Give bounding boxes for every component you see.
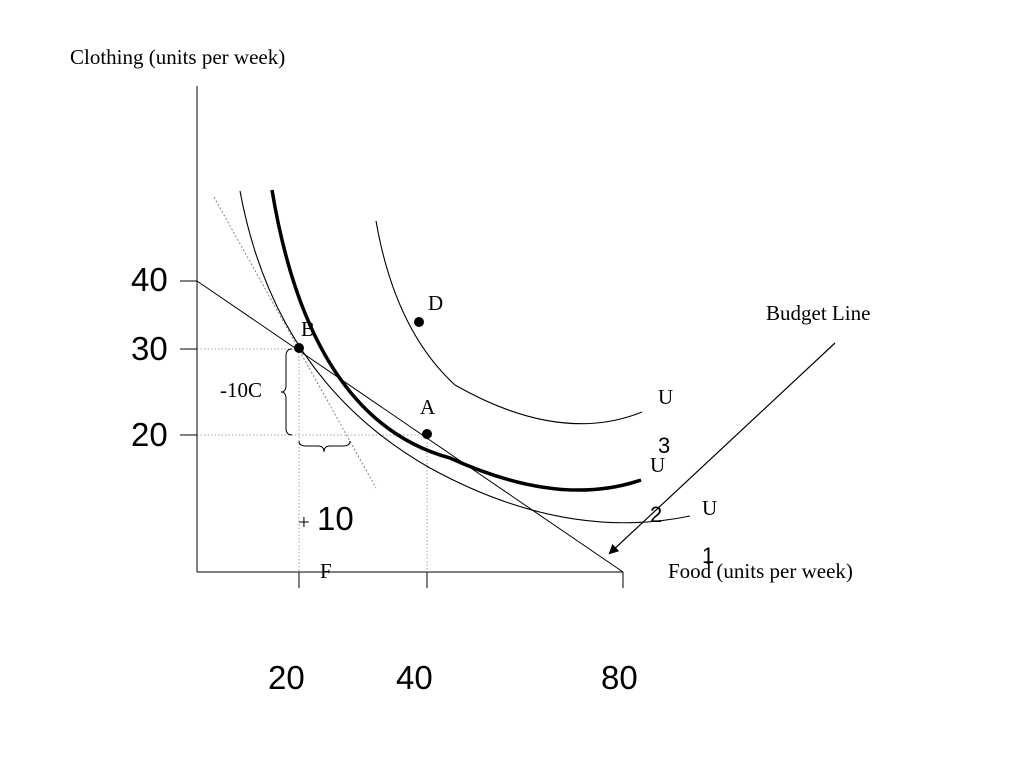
point-b — [294, 343, 304, 353]
tangent-line-at-b — [213, 196, 377, 489]
u3-label: U — [658, 385, 673, 409]
y-tick-label-20: 20 — [131, 416, 168, 453]
budget-line — [196, 280, 624, 573]
point-label-b: B — [301, 317, 315, 341]
u2-label: U — [650, 453, 665, 477]
budget-line-label: Budget Line — [766, 301, 870, 325]
indifference-curve-u1 — [239, 190, 691, 524]
delta-food-sign: + — [298, 510, 310, 534]
brace-delta-clothing — [280, 348, 293, 436]
point-label-a: A — [420, 395, 436, 419]
point-a — [422, 429, 432, 439]
x-tick-label-40: 40 — [396, 659, 433, 696]
budget-line-arrow — [608, 342, 836, 555]
y-axis-label: Clothing (units per week) — [70, 45, 285, 69]
u1-subscript: 1 — [702, 543, 714, 568]
delta-food-unit: F — [320, 559, 332, 583]
brace-delta-food — [298, 440, 351, 453]
delta-clothing-label: -10C — [220, 378, 262, 402]
delta-food-value: 10 — [317, 500, 354, 537]
y-tick-label-40: 40 — [131, 261, 168, 298]
x-tick-label-20: 20 — [268, 659, 305, 696]
indifference-curve-u3 — [375, 220, 643, 425]
u3-subscript: 3 — [658, 433, 670, 458]
y-tick-label-30: 30 — [131, 330, 168, 367]
x-axis-label: Food (units per week) — [668, 559, 853, 583]
u1-label: U — [702, 496, 717, 520]
u2-subscript: 2 — [650, 502, 662, 527]
indifference-curve-u2 — [270, 189, 642, 492]
point-label-d: D — [428, 291, 443, 315]
x-tick-label-80: 80 — [601, 659, 638, 696]
point-d — [414, 317, 424, 327]
